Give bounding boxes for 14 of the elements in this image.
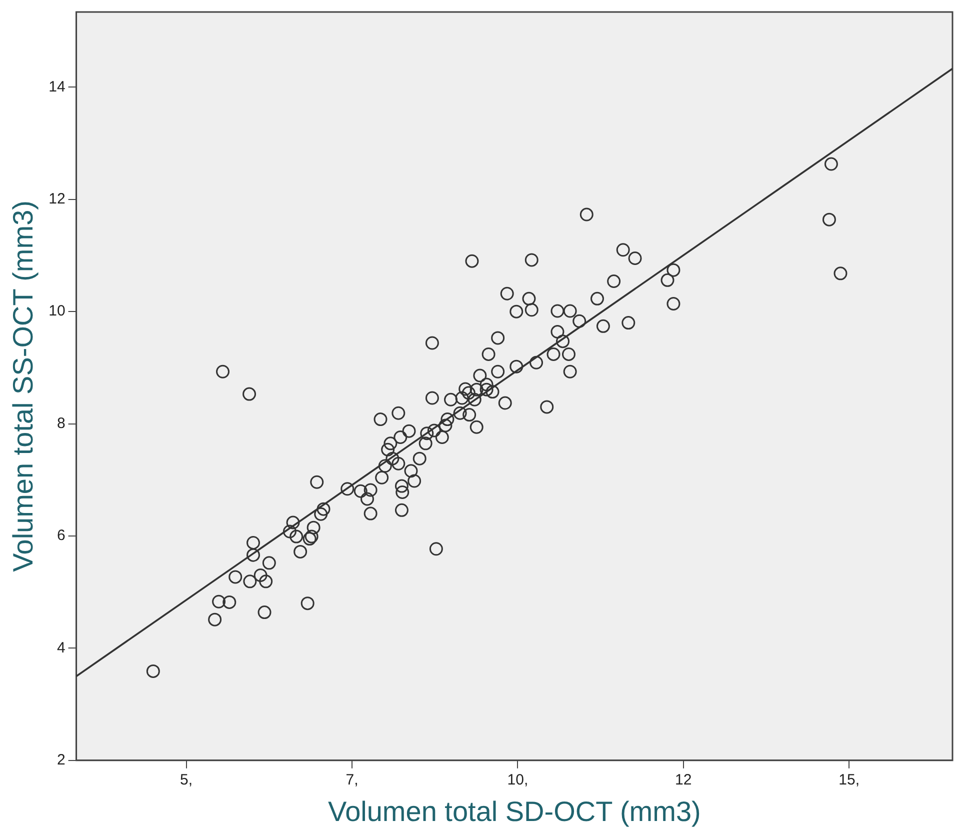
x-tick-label: 15, xyxy=(838,772,860,789)
x-axis-title: Volumen total SD-OCT (mm3) xyxy=(328,796,701,827)
x-tick-label: 7, xyxy=(346,772,358,789)
x-tick-label: 12 xyxy=(675,772,692,789)
y-tick-label: 2 xyxy=(56,752,66,769)
y-tick-label: 8 xyxy=(56,414,66,432)
y-tick-label: 4 xyxy=(56,639,66,656)
y-axis-title: Volumen total SS-OCT (mm3) xyxy=(8,200,39,572)
x-tick-label: 10, xyxy=(507,772,528,789)
y-tick-label: 14 xyxy=(48,78,66,96)
y-tick-label: 10 xyxy=(48,302,66,320)
y-tick-label: 6 xyxy=(56,527,66,544)
y-tick-label: 12 xyxy=(48,190,66,208)
x-tick-label: 5, xyxy=(180,772,193,789)
